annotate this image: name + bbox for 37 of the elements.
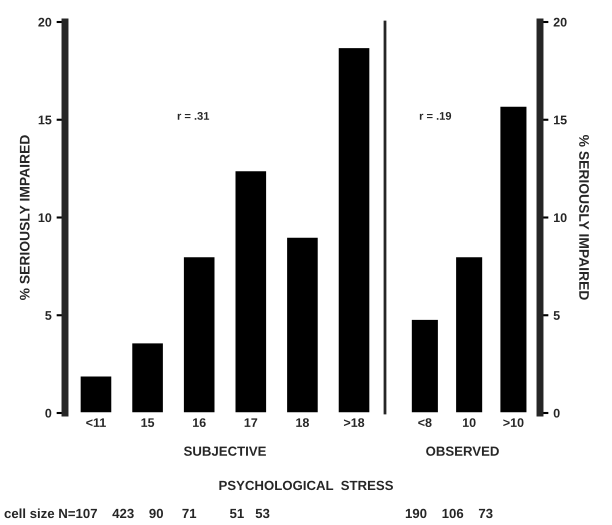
x-tick-label: 18: [296, 418, 309, 428]
bar: [234, 170, 268, 413]
y2-axis-title: % SERIOUSLY IMPAIRED: [579, 134, 589, 300]
annotation: r = .31: [178, 112, 210, 120]
y2-tick-label: 20: [554, 18, 567, 27]
x-tick-label: 10: [462, 418, 476, 428]
y-tick-label: 10: [38, 213, 52, 222]
y-tick-label: 20: [38, 18, 52, 27]
x-axis-title: OBSERVED: [426, 446, 499, 456]
x-tick-label: <11: [86, 418, 106, 427]
x-tick-label: >10: [503, 418, 524, 428]
y2-tick-label: 5: [554, 311, 560, 320]
bar: [130, 342, 164, 413]
bar: [337, 46, 371, 413]
text: PSYCHOLOGICAL STRESS: [219, 480, 393, 490]
y2-tick-label: 10: [554, 213, 567, 222]
x-tick-label: 16: [193, 418, 206, 428]
bar: [410, 318, 440, 413]
text: cell size N=107 423 90 71 51 53: [4, 508, 270, 518]
annotation: r = .19: [420, 112, 452, 120]
bar: [79, 375, 113, 413]
bar: [286, 236, 320, 413]
y2-tick-label: 0: [554, 408, 560, 418]
x-tick-label: >18: [344, 418, 364, 428]
bar: [499, 105, 528, 413]
y-tick-label: 0: [45, 408, 52, 418]
y-axis-title: % SERIOUSLY IMPAIRED: [20, 135, 30, 300]
x-tick-label: <8: [418, 418, 432, 428]
text: 190 106 73: [406, 508, 493, 518]
x-tick-label: 15: [141, 418, 154, 428]
y-tick-label: 15: [38, 116, 52, 124]
x-axis-title: SUBJECTIVE: [184, 446, 266, 456]
bar: [182, 256, 216, 413]
y-tick-label: 5: [45, 311, 52, 320]
bar: [454, 256, 484, 413]
x-tick-label: 17: [244, 418, 258, 427]
y2-tick-label: 15: [554, 116, 567, 124]
